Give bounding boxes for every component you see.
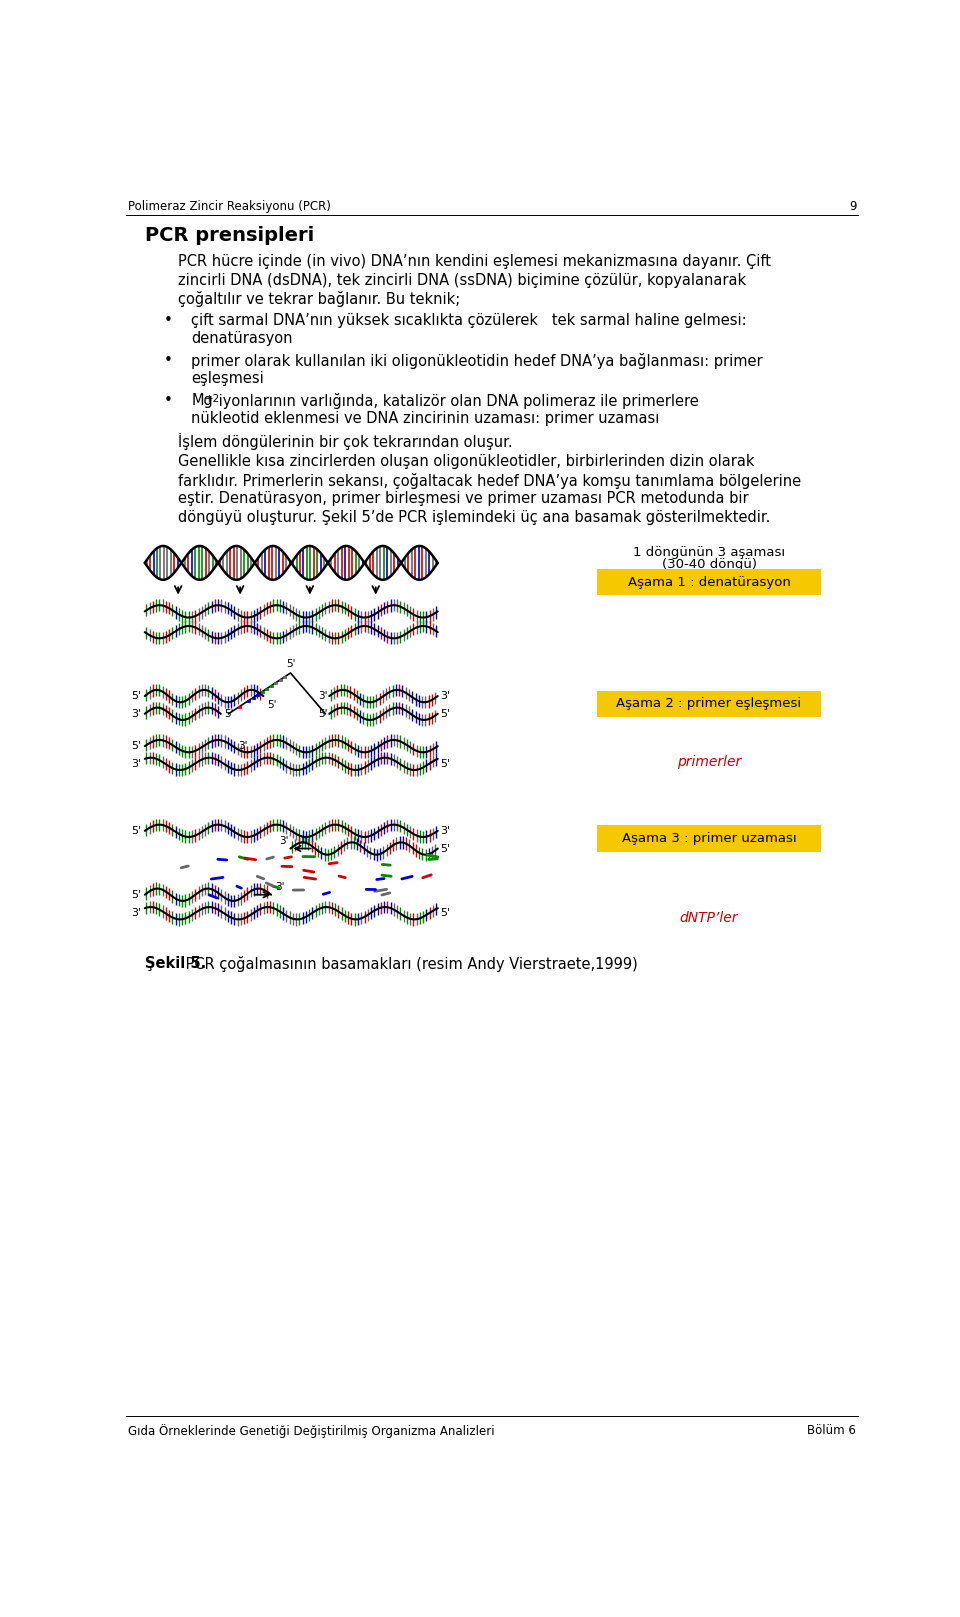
Text: 5': 5' xyxy=(131,741,141,752)
Text: İşlem döngülerinin bir çok tekrarından oluşur.: İşlem döngülerinin bir çok tekrarından o… xyxy=(179,433,513,450)
Text: Aşama 1 : denatürasyon: Aşama 1 : denatürasyon xyxy=(628,576,790,589)
Text: 5': 5' xyxy=(440,758,450,768)
Text: Genellikle kısa zincirlerden oluşan oligonükleotidler, birbirlerinden dizin olar: Genellikle kısa zincirlerden oluşan olig… xyxy=(179,454,755,469)
FancyBboxPatch shape xyxy=(596,569,822,595)
Text: Şekil 5.: Şekil 5. xyxy=(145,956,206,972)
Text: primerler: primerler xyxy=(677,755,741,770)
Text: 5': 5' xyxy=(267,700,276,710)
FancyBboxPatch shape xyxy=(596,690,822,716)
FancyBboxPatch shape xyxy=(596,825,822,852)
Text: 5': 5' xyxy=(440,909,450,918)
Text: Aşama 2 : primer eşleşmesi: Aşama 2 : primer eşleşmesi xyxy=(616,697,802,710)
Text: nükleotid eklenmesi ve DNA zincirinin uzaması: primer uzaması: nükleotid eklenmesi ve DNA zincirinin uz… xyxy=(191,411,660,427)
Text: farklıdır. Primerlerin sekansı, çoğaltacak hedef DNA’ya komşu tanımlama bölgeler: farklıdır. Primerlerin sekansı, çoğaltac… xyxy=(179,472,802,488)
Text: 5': 5' xyxy=(440,708,450,720)
Text: primer olarak kullanılan iki oligonükleotidin hedef DNA’ya bağlanması: primer: primer olarak kullanılan iki oligonükleo… xyxy=(191,353,763,369)
Text: iyonlarının varlığında, katalizör olan DNA polimeraz ile primerlere: iyonlarının varlığında, katalizör olan D… xyxy=(214,393,699,409)
Text: 5': 5' xyxy=(131,889,141,899)
Text: Mg: Mg xyxy=(191,393,213,407)
Text: •: • xyxy=(164,393,173,407)
Text: denatürasyon: denatürasyon xyxy=(191,331,293,346)
Text: eşleşmesi: eşleşmesi xyxy=(191,372,264,386)
Text: +2: +2 xyxy=(204,395,220,404)
Text: PCR prensipleri: PCR prensipleri xyxy=(145,226,314,246)
Text: 3': 3' xyxy=(238,741,248,752)
Text: dNTP’ler: dNTP’ler xyxy=(680,910,738,925)
Text: 5': 5' xyxy=(225,708,234,720)
Text: 3': 3' xyxy=(440,690,450,702)
Text: zincirli DNA (dsDNA), tek zincirli DNA (ssDNA) biçimine çözülür, kopyalanarak: zincirli DNA (dsDNA), tek zincirli DNA (… xyxy=(179,273,746,288)
Text: (30-40 döngü): (30-40 döngü) xyxy=(661,558,756,571)
Text: PCR çoğalmasının basamakları (resim Andy Vierstraete,1999): PCR çoğalmasının basamakları (resim Andy… xyxy=(181,956,638,972)
Text: 5': 5' xyxy=(318,708,327,720)
Text: •: • xyxy=(164,312,173,328)
Text: Polimeraz Zincir Reaksiyonu (PCR): Polimeraz Zincir Reaksiyonu (PCR) xyxy=(128,201,330,213)
Text: 3': 3' xyxy=(131,909,141,918)
Text: 3': 3' xyxy=(440,826,450,836)
Text: çoğaltılır ve tekrar bağlanır. Bu teknik;: çoğaltılır ve tekrar bağlanır. Bu teknik… xyxy=(179,291,461,307)
Text: 3': 3' xyxy=(279,836,289,846)
Text: 3': 3' xyxy=(318,690,327,702)
Text: Aşama 3 : primer uzaması: Aşama 3 : primer uzaması xyxy=(622,833,796,846)
Text: 3': 3' xyxy=(275,883,284,893)
Text: 3': 3' xyxy=(131,758,141,768)
Text: Bölüm 6: Bölüm 6 xyxy=(807,1423,856,1438)
Text: 1 döngünün 3 aşaması: 1 döngünün 3 aşaması xyxy=(633,547,785,559)
Text: 5': 5' xyxy=(131,826,141,836)
Text: döngüyü oluşturur. Şekil 5’de PCR işlemindeki üç ana basamak gösterilmektedir.: döngüyü oluşturur. Şekil 5’de PCR işlemi… xyxy=(179,509,771,526)
Text: Gıda Örneklerinde Genetiği Değiştirilmiş Organizma Analizleri: Gıda Örneklerinde Genetiği Değiştirilmiş… xyxy=(128,1423,494,1438)
Text: çift sarmal DNA’nın yüksek sıcaklıkta çözülerek   tek sarmal haline gelmesi:: çift sarmal DNA’nın yüksek sıcaklıkta çö… xyxy=(191,312,747,328)
Text: eştir. Denatürasyon, primer birleşmesi ve primer uzaması PCR metodunda bir: eştir. Denatürasyon, primer birleşmesi v… xyxy=(179,492,749,506)
Text: 5': 5' xyxy=(131,690,141,702)
Text: 3': 3' xyxy=(131,708,141,720)
Text: 5': 5' xyxy=(440,844,450,854)
Text: 5': 5' xyxy=(286,660,296,669)
Text: PCR hücre içinde (in vivo) DNA’nın kendini eşlemesi mekanizmasına dayanır. Çift: PCR hücre içinde (in vivo) DNA’nın kendi… xyxy=(179,254,771,268)
Text: 9: 9 xyxy=(849,201,856,213)
Text: •: • xyxy=(164,353,173,367)
